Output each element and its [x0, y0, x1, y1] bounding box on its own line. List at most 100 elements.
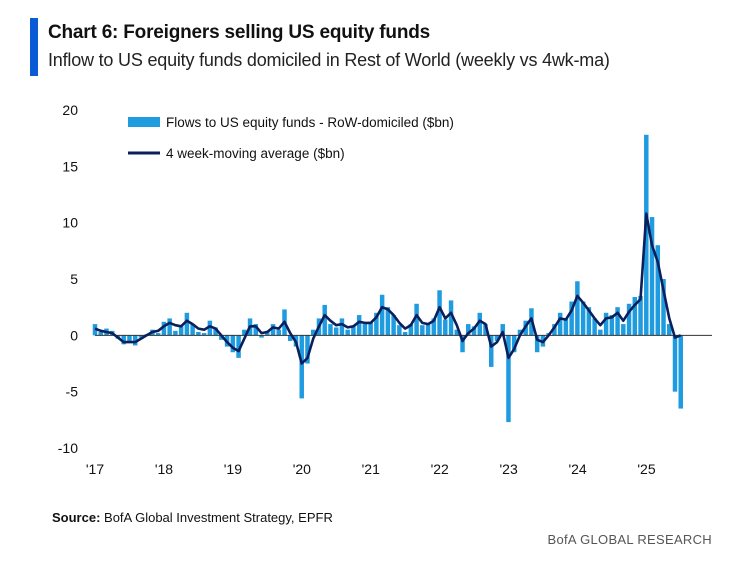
- x-tick-label: '17: [86, 461, 104, 477]
- weekly-flow-bar: [672, 335, 678, 392]
- weekly-flow-bar: [649, 217, 655, 336]
- x-tick-label: '24: [568, 461, 586, 477]
- weekly-flow-bar: [339, 318, 345, 336]
- weekly-flow-bar: [333, 327, 339, 336]
- weekly-flow-bar: [431, 318, 437, 336]
- x-tick-label: '20: [293, 461, 311, 477]
- weekly-flow-bar: [374, 312, 379, 336]
- y-tick-label: 5: [70, 271, 78, 287]
- weekly-flow-bar: [310, 329, 316, 336]
- y-tick-label: -5: [66, 384, 79, 400]
- weekly-flow-bar: [615, 307, 620, 336]
- weekly-flow-bar: [609, 315, 615, 336]
- x-tick-label: '25: [637, 461, 655, 477]
- weekly-flow-bar: [592, 318, 597, 336]
- title-accent-bar: [30, 18, 38, 76]
- weekly-flow-bar: [173, 330, 178, 336]
- y-tick-label: 0: [70, 327, 78, 343]
- weekly-flow-bar: [132, 335, 138, 346]
- weekly-flow-bar: [299, 335, 304, 399]
- weekly-flow-bar: [270, 324, 276, 336]
- weekly-flow-bar: [460, 335, 465, 353]
- legend: Flows to US equity funds - RoW-domiciled…: [128, 115, 454, 161]
- weekly-flow-bar: [586, 307, 592, 336]
- weekly-flow-bar: [632, 297, 638, 336]
- weekly-flow-bar: [351, 326, 356, 336]
- weekly-flow-bar: [242, 329, 247, 336]
- weekly-flow-bar: [557, 312, 563, 336]
- x-tick-label: '18: [155, 461, 173, 477]
- weekly-flow-bar: [488, 335, 494, 367]
- weekly-flow-bar: [603, 312, 609, 336]
- weekly-flow-bar: [322, 304, 327, 336]
- weekly-flow-bar: [437, 290, 442, 336]
- weekly-flow-bar: [127, 335, 132, 341]
- x-tick-label: '19: [224, 461, 242, 477]
- weekly-flow-bar: [534, 335, 540, 353]
- weekly-flow-bar: [219, 335, 224, 340]
- source-label: Source:: [52, 510, 101, 525]
- weekly-bars: [92, 134, 683, 423]
- weekly-flow-bar: [276, 329, 282, 336]
- brand-label: BofA GLOBAL RESEARCH: [547, 532, 712, 547]
- weekly-flow-bar: [638, 295, 643, 336]
- weekly-flow-bar: [288, 335, 293, 341]
- weekly-flow-bar: [414, 303, 419, 336]
- weekly-flow-bar: [500, 324, 505, 336]
- weekly-flow-bar: [201, 333, 207, 336]
- weekly-flow-bar: [391, 315, 396, 336]
- weekly-flow-bar: [397, 325, 402, 336]
- weekly-flow-bar: [368, 321, 373, 336]
- weekly-flow-bar: [471, 326, 477, 336]
- source-text: BofA Global Investment Strategy, EPFR: [100, 510, 333, 525]
- weekly-flow-bar: [655, 245, 661, 336]
- weekly-flow-bar: [511, 335, 517, 353]
- weekly-flow-bar: [161, 321, 167, 336]
- weekly-flow-bar: [167, 318, 172, 336]
- x-tick-label: '23: [500, 461, 518, 477]
- weekly-flow-bar: [345, 329, 350, 336]
- weekly-flow-bar: [196, 331, 201, 336]
- weekly-flow-bar: [213, 327, 218, 336]
- weekly-flow-bar: [356, 315, 362, 336]
- weekly-flow-bar: [644, 134, 649, 336]
- weekly-flow-bar: [626, 303, 632, 336]
- weekly-flow-bar: [552, 324, 557, 336]
- weekly-flow-bar: [598, 329, 603, 336]
- chart-subtitle: Inflow to US equity funds domiciled in R…: [48, 50, 610, 70]
- weekly-flow-bar: [178, 326, 184, 336]
- y-tick-label: 20: [62, 102, 78, 118]
- weekly-flow-bar: [385, 307, 391, 336]
- x-tick-label: '22: [431, 461, 449, 477]
- weekly-flow-bar: [477, 312, 482, 336]
- flows-chart: 20 15 10 5 0 -5 -10 '17 '18 '19 '20 '21 '22 '23 '24 '2…: [58, 102, 712, 477]
- weekly-flow-bar: [448, 300, 454, 336]
- source-note: Source: BofA Global Investment Strategy,…: [52, 510, 333, 525]
- moving-average-line: [94, 212, 682, 365]
- weekly-flow-bar: [190, 324, 195, 336]
- weekly-flow-bar: [580, 301, 586, 336]
- x-tick-label: '21: [362, 461, 380, 477]
- weekly-flow-bar: [517, 329, 523, 336]
- weekly-flow-bar: [667, 324, 672, 336]
- weekly-flow-bar: [506, 335, 511, 423]
- legend-swatch-weekly: [128, 117, 160, 127]
- weekly-flow-bar: [98, 331, 103, 336]
- weekly-flow-bar: [494, 335, 500, 341]
- y-tick-label: 10: [62, 215, 78, 231]
- weekly-flow-bar: [230, 335, 236, 353]
- y-tick-label: 15: [62, 158, 78, 174]
- weekly-flow-bar: [253, 324, 259, 336]
- y-tick-label: -10: [58, 440, 78, 456]
- weekly-flow-bar: [575, 281, 580, 336]
- weekly-flow-bar: [121, 335, 126, 345]
- weekly-flow-bar: [678, 335, 683, 409]
- legend-label-weekly: Flows to US equity funds - RoW-domiciled…: [166, 115, 454, 130]
- chart-title: Chart 6: Foreigners selling US equity fu…: [48, 22, 431, 43]
- weekly-flow-bar: [454, 329, 460, 336]
- weekly-flow-bar: [236, 335, 241, 358]
- weekly-flow-bar: [443, 319, 448, 336]
- weekly-flow-bar: [425, 324, 431, 336]
- weekly-flow-bar: [402, 331, 408, 336]
- weekly-flow-bar: [569, 301, 574, 336]
